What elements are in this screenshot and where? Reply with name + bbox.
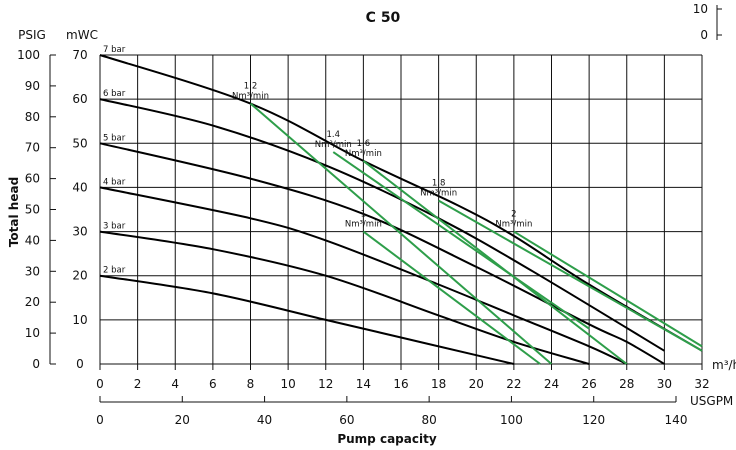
x-tick-m3h: 20 <box>469 377 484 391</box>
x-tick-usgpm: 60 <box>339 413 354 427</box>
y-tick-psig: 80 <box>25 110 40 124</box>
x-tick-m3h: 6 <box>209 377 217 391</box>
y-axis-title: Total head <box>7 177 21 247</box>
x-tick-m3h: 4 <box>171 377 179 391</box>
x-axis-title: Pump capacity <box>337 432 436 446</box>
pressure-curve-4-bar <box>99 186 628 365</box>
air-line-2 <box>249 102 553 365</box>
x-tick-m3h: 18 <box>431 377 446 391</box>
y-tick-psig: 100 <box>17 48 40 62</box>
y-tick-psig: 20 <box>25 295 40 309</box>
x-tick-m3h: 2 <box>134 377 142 391</box>
air-label-unit: Nm³/min <box>232 92 269 102</box>
m3h-unit-label: m³/h <box>712 358 736 372</box>
x-tick-m3h: 16 <box>393 377 408 391</box>
x-tick-m3h: 28 <box>619 377 634 391</box>
pressure-label: 7 bar <box>103 45 126 55</box>
pressure-curve-2-bar <box>99 274 515 365</box>
air-label-unit: Nm³/min <box>345 220 382 230</box>
x-tick-m3h: 24 <box>544 377 559 391</box>
air-label-value: 1.6 <box>357 139 371 149</box>
x-tick-usgpm: 0 <box>96 413 104 427</box>
y-tick-mwc: 20 <box>72 269 87 283</box>
y-tick-psig: 90 <box>25 79 40 93</box>
y-tick-mwc: 0 <box>76 357 84 371</box>
y-tick-psig: 30 <box>25 264 40 278</box>
x-tick-m3h: 0 <box>96 377 104 391</box>
air-line-1 <box>362 230 541 365</box>
y-tick-mwc: 40 <box>72 180 87 194</box>
chart-title: C 50 <box>366 10 401 26</box>
pressure-curve-3-bar <box>99 230 590 365</box>
corner-tick-label: 10 <box>693 2 708 16</box>
air-label-value: 1.8 <box>432 179 446 189</box>
curves <box>99 54 703 365</box>
air-line-3 <box>332 151 590 330</box>
x-tick-usgpm: 20 <box>175 413 190 427</box>
pressure-curve-6-bar <box>99 98 665 352</box>
corner-tick-label: 0 <box>700 28 708 42</box>
air-label-value: 1.4 <box>327 130 341 140</box>
x-tick-usgpm: 40 <box>257 413 272 427</box>
x-tick-m3h: 10 <box>280 377 295 391</box>
pressure-curve-7-bar <box>99 54 703 352</box>
y-tick-psig: 50 <box>25 203 40 217</box>
pressure-label: 3 bar <box>103 222 126 232</box>
x-tick-usgpm: 80 <box>422 413 437 427</box>
air-label-value: 1 <box>361 210 366 220</box>
air-label-value: 2 <box>511 210 516 220</box>
air-label-unit: Nm³/min <box>345 149 382 159</box>
y-tick-mwc: 10 <box>72 313 87 327</box>
air-line-4 <box>362 160 628 365</box>
mwc-unit-label: mWC <box>66 28 98 42</box>
air-label-value: 1.2 <box>244 82 258 92</box>
x-tick-m3h: 26 <box>581 377 596 391</box>
psig-unit-label: PSIG <box>18 28 46 42</box>
air-line-5 <box>438 199 703 352</box>
x-tick-m3h: 8 <box>247 377 255 391</box>
y-tick-psig: 60 <box>25 172 40 186</box>
air-label-unit: Nm³/min <box>495 220 532 230</box>
x-tick-m3h: 30 <box>657 377 672 391</box>
y-tick-mwc: 70 <box>72 48 87 62</box>
y-tick-psig: 0 <box>32 357 40 371</box>
air-line-6 <box>513 230 703 348</box>
x-tick-m3h: 12 <box>318 377 333 391</box>
x-tick-m3h: 14 <box>356 377 371 391</box>
y-tick-psig: 70 <box>25 141 40 155</box>
y-tick-mwc: 30 <box>72 225 87 239</box>
pressure-label: 2 bar <box>103 266 126 276</box>
y-tick-mwc: 50 <box>72 136 87 150</box>
pressure-label: 6 bar <box>103 89 126 99</box>
pressure-curve-5-bar <box>99 142 665 365</box>
x-tick-m3h: 22 <box>506 377 521 391</box>
x-tick-usgpm: 120 <box>582 413 605 427</box>
usgpm-unit-label: USGPM <box>690 394 733 408</box>
x-tick-usgpm: 100 <box>500 413 523 427</box>
x-tick-m3h: 32 <box>694 377 709 391</box>
pressure-label: 5 bar <box>103 133 126 143</box>
pressure-label: 4 bar <box>103 177 126 187</box>
air-label-unit: Nm³/min <box>420 189 457 199</box>
y-tick-psig: 10 <box>25 326 40 340</box>
air-label-unit: Nm³/min <box>315 140 352 150</box>
y-tick-psig: 40 <box>25 233 40 247</box>
y-tick-mwc: 60 <box>72 92 87 106</box>
x-tick-usgpm: 140 <box>665 413 688 427</box>
